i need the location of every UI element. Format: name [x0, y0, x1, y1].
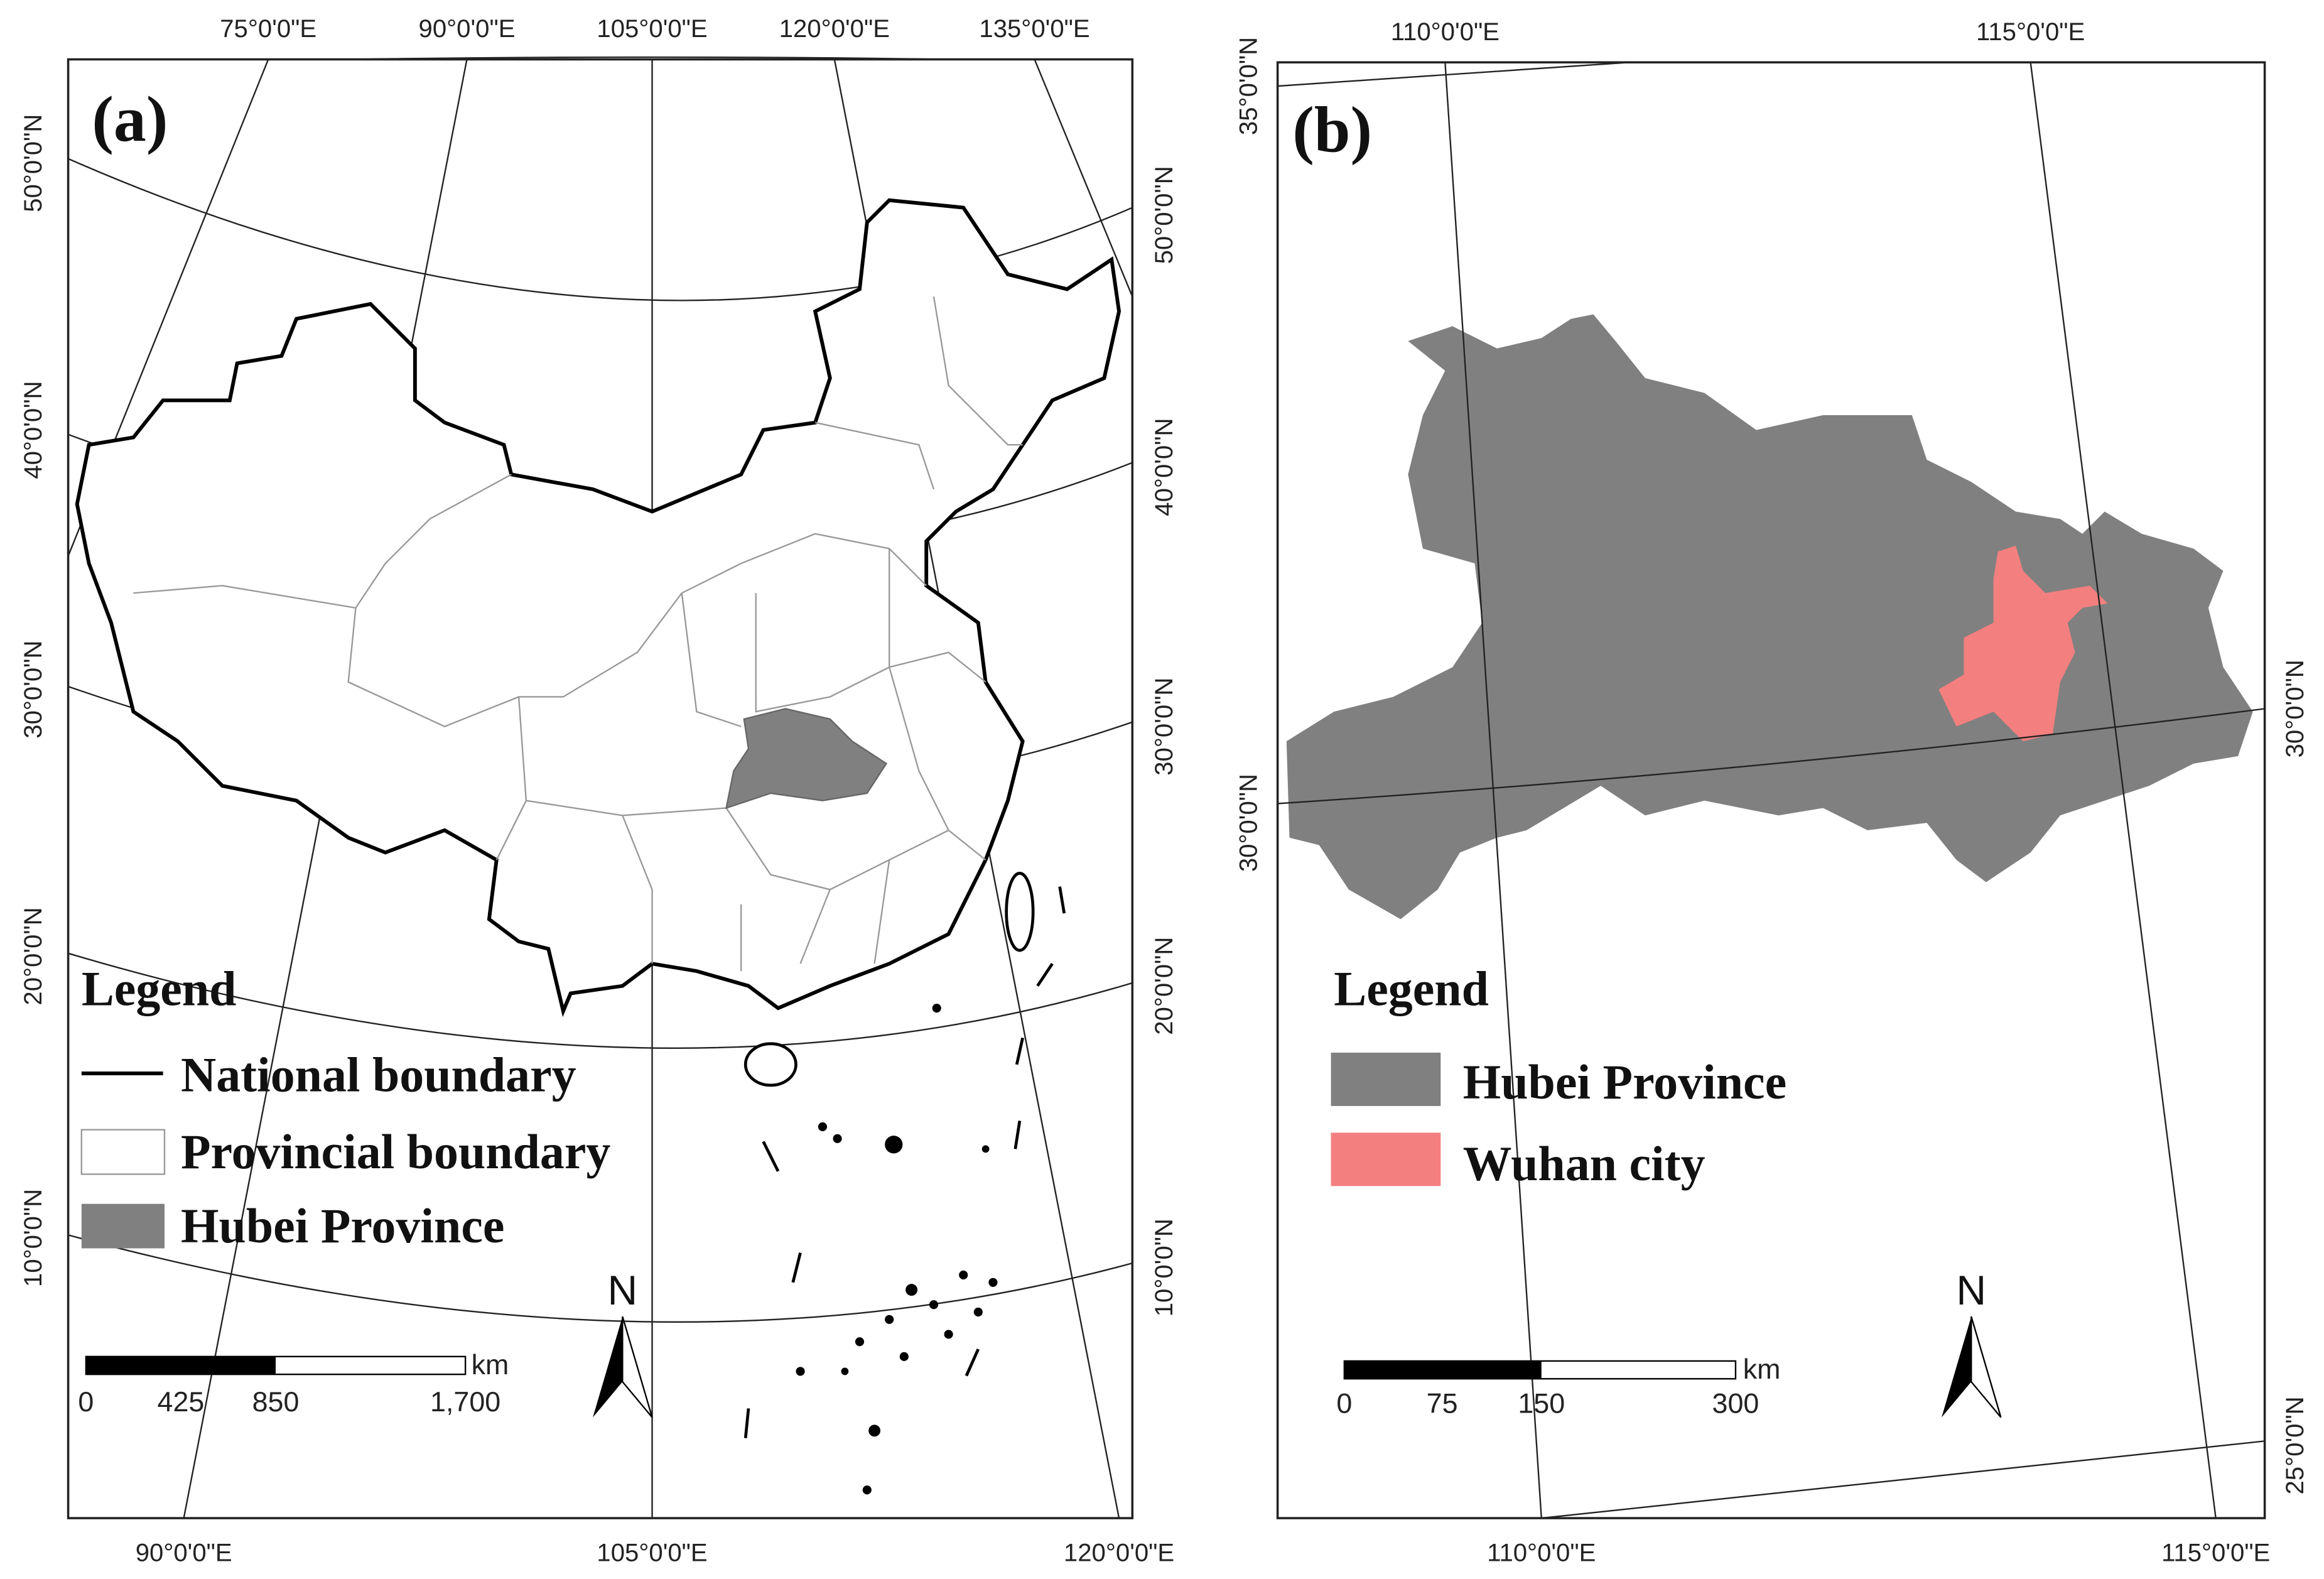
legend-title: Legend	[82, 962, 237, 1016]
scale-label: 850	[252, 1386, 300, 1418]
legend-item: Wuhan city	[1463, 1137, 1705, 1191]
top-label: 75°0'0"E	[220, 14, 316, 43]
top-label: 135°0'0"E	[979, 14, 1089, 43]
scale-label: 75	[1427, 1387, 1458, 1419]
legend-swatch	[1331, 1052, 1441, 1106]
right-label: 40°0'0"N	[1150, 418, 1178, 516]
left-label: 40°0'0"N	[19, 381, 47, 479]
left-label: 35°0'0"N	[1235, 37, 1263, 135]
right-label: 30°0'0"N	[2281, 659, 2309, 757]
scale-bar-fill	[1344, 1360, 1542, 1379]
china-outline	[75, 198, 1121, 1017]
right-label: 10°0'0"N	[1150, 1218, 1178, 1316]
panel-b: (b) 110°0'0"E 115°0'0"E 110°0'0"E 115°0'…	[1235, 18, 2309, 1567]
legend-item: Hubei Province	[181, 1199, 505, 1253]
hubei-area	[725, 708, 888, 810]
scale-bar: 0 425 850 1,700 km	[78, 1348, 509, 1418]
top-label: 105°0'0"E	[597, 14, 707, 43]
dashed-boundary	[743, 886, 1066, 1438]
top-label: 90°0'0"E	[419, 14, 516, 43]
legend-swatch	[81, 1203, 165, 1249]
panel-label: (b)	[1292, 94, 1372, 166]
right-label: 20°0'0"N	[1150, 937, 1178, 1035]
left-label: 10°0'0"N	[19, 1189, 47, 1287]
north-arrow: N	[593, 1267, 653, 1418]
left-label: 30°0'0"N	[19, 641, 47, 739]
scale-label: 0	[1336, 1387, 1352, 1419]
scale-unit: km	[472, 1348, 509, 1381]
bottom-label: 110°0'0"E	[1487, 1539, 1596, 1567]
left-label: 20°0'0"N	[19, 907, 47, 1005]
right-label: 25°0'0"N	[2281, 1396, 2309, 1494]
provincial-boundaries	[133, 296, 1023, 972]
graticule	[1277, 62, 2265, 1519]
wuhan-area	[1938, 545, 2108, 742]
bottom-label: 90°0'0"E	[136, 1539, 232, 1567]
legend: Legend National boundary Provincial boun…	[80, 962, 610, 1253]
scale-label: 0	[78, 1386, 94, 1418]
hubei-area	[1286, 314, 2253, 920]
scale-bar-fill	[85, 1356, 276, 1375]
legend-item: Provincial boundary	[181, 1125, 610, 1179]
scale-bar: 0 75 150 300 km	[1336, 1353, 1780, 1419]
scale-label: 150	[1518, 1387, 1565, 1419]
legend-swatch	[1331, 1132, 1441, 1186]
panel-label: (a)	[92, 83, 168, 155]
islands	[796, 1004, 998, 1495]
right-label: 30°0'0"N	[1150, 678, 1178, 776]
legend-item: Hubei Province	[1463, 1055, 1787, 1109]
top-label: 120°0'0"E	[779, 14, 890, 43]
scale-unit: km	[1743, 1353, 1781, 1385]
left-label: 30°0'0"N	[1235, 774, 1263, 872]
hainan	[743, 1042, 797, 1087]
top-label: 110°0'0"E	[1391, 18, 1500, 46]
taiwan	[1005, 871, 1035, 952]
north-arrow: N	[1942, 1267, 2002, 1418]
north-label: N	[607, 1267, 637, 1314]
north-label: N	[1956, 1267, 1986, 1314]
left-label: 50°0'0"N	[19, 114, 47, 212]
legend-title: Legend	[1334, 962, 1489, 1016]
right-label: 50°0'0"N	[1150, 166, 1178, 264]
bottom-label: 105°0'0"E	[597, 1539, 707, 1567]
legend-item: National boundary	[181, 1048, 576, 1102]
bottom-label: 115°0'0"E	[2161, 1539, 2270, 1567]
scale-label: 300	[1712, 1387, 1759, 1419]
bottom-label: 120°0'0"E	[1064, 1539, 1174, 1567]
legend-swatch	[80, 1129, 166, 1175]
top-label: 115°0'0"E	[1976, 18, 2085, 46]
scale-label: 425	[158, 1386, 205, 1418]
panel-a: (a) 75°0'0"E 90°0'0"E 105°0'0"E 120°0'0"…	[19, 14, 1178, 1566]
scale-label: 1,700	[430, 1386, 500, 1418]
legend: Legend Hubei Province Wuhan city	[1331, 962, 1787, 1191]
